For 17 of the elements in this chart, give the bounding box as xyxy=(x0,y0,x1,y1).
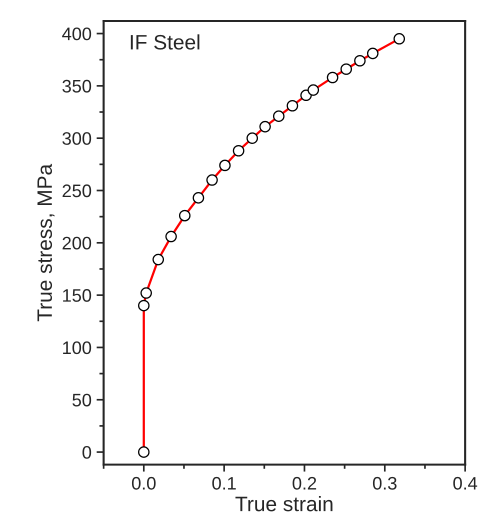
annotation: IF Steel xyxy=(130,34,200,50)
y-tick-label: 100 xyxy=(63,341,92,354)
y-tick-label: 50 xyxy=(72,394,92,406)
x-tick-label: 0.1 xyxy=(212,476,236,490)
y-tick-label: 0 xyxy=(82,446,92,459)
x-tick-label: 0.4 xyxy=(453,476,478,490)
x-tick-label: 0.2 xyxy=(292,476,316,490)
y-axis-title: True stress, MPa xyxy=(37,164,54,322)
x-tick-label: 0.0 xyxy=(132,476,156,490)
y-tick-label: 200 xyxy=(62,236,92,250)
y-tick-label: 400 xyxy=(62,27,92,40)
x-tick-label: 0.3 xyxy=(372,476,397,490)
y-tick-label: 350 xyxy=(62,80,92,93)
x-axis-title: True strain xyxy=(235,496,332,512)
y-tick-label: 250 xyxy=(62,184,92,198)
y-tick-label: 150 xyxy=(63,289,92,302)
y-tick-label: 300 xyxy=(62,132,92,145)
